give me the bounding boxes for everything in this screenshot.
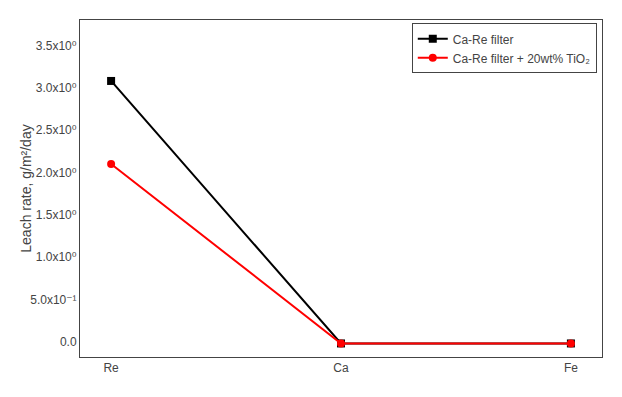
- svg-text:2.0x10⁰: 2.0x10⁰: [36, 166, 77, 180]
- svg-text:1.5x10⁰: 1.5x10⁰: [36, 208, 77, 222]
- svg-text:Leach rate, g/m²/day: Leach rate, g/m²/day: [18, 124, 34, 252]
- svg-text:Fe: Fe: [564, 361, 578, 375]
- svg-text:3.5x10⁰: 3.5x10⁰: [36, 39, 77, 53]
- svg-text:Ca-Re filter: Ca-Re filter: [453, 33, 514, 47]
- svg-text:1.0x10⁰: 1.0x10⁰: [36, 250, 77, 264]
- svg-text:2.5x10⁰: 2.5x10⁰: [36, 123, 77, 137]
- svg-text:5.0x10⁻¹: 5.0x10⁻¹: [30, 293, 76, 307]
- svg-text:0.0: 0.0: [60, 335, 77, 349]
- svg-text:Ca-Re filter + 20wt% TiO₂: Ca-Re filter + 20wt% TiO₂: [453, 52, 590, 66]
- svg-text:3.0x10⁰: 3.0x10⁰: [36, 81, 77, 95]
- svg-text:Re: Re: [103, 361, 119, 375]
- svg-text:Ca: Ca: [333, 361, 349, 375]
